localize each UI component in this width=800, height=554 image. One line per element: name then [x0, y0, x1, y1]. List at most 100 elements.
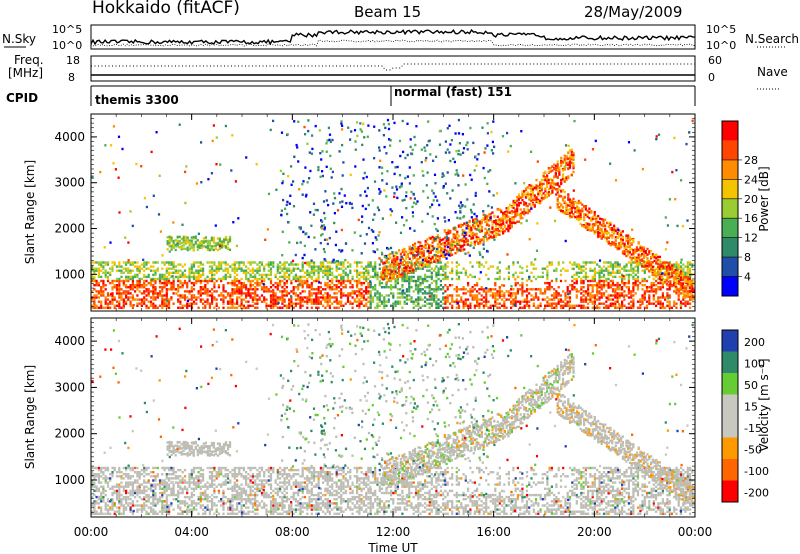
echo-cell [376, 271, 379, 274]
echo-cell [620, 240, 623, 243]
echo-cell [406, 270, 409, 273]
echo-cell [555, 279, 558, 283]
echo-cell [684, 271, 687, 274]
echo-cell [430, 273, 433, 277]
echo-cell [579, 211, 582, 214]
echo-cell [593, 273, 596, 277]
echo-cell [349, 263, 352, 266]
echo-cell [650, 256, 653, 259]
echo-cell [587, 279, 590, 283]
echo-cell [131, 281, 134, 285]
echo-cell [317, 300, 320, 303]
echo-cell [502, 212, 505, 215]
echo-cell [226, 263, 230, 266]
echo-cell [679, 284, 683, 287]
echo-cell [281, 275, 284, 279]
echo-cell [559, 304, 563, 307]
echo-cell [667, 265, 670, 269]
echo-cell [231, 292, 234, 295]
echo-cell [666, 292, 669, 295]
echo-cell [512, 216, 515, 219]
echo-cell [444, 298, 447, 301]
echo-cell [413, 249, 417, 252]
echo-cell [509, 211, 512, 214]
echo-cell [269, 261, 273, 264]
echo-cell [199, 279, 202, 283]
echo-cell [530, 199, 533, 203]
echo-cell [120, 294, 123, 297]
echo-cell [575, 294, 578, 297]
echo-cell [528, 193, 531, 196]
echo-cell [463, 233, 466, 237]
echo-cell [168, 288, 171, 291]
echo-cell [489, 290, 492, 293]
echo-cell [412, 270, 415, 273]
echo-cell [276, 306, 279, 309]
echo-cell [468, 234, 471, 237]
echo-cell [274, 294, 277, 297]
echo-cell [340, 277, 343, 281]
echo-cell [672, 268, 676, 271]
echo-cell [539, 186, 542, 190]
echo-cell [689, 263, 692, 266]
echo-cell [136, 288, 139, 291]
echo-cell [623, 284, 626, 287]
echo-cell [240, 267, 243, 270]
echo-cell [342, 271, 345, 274]
echo-cell [134, 273, 137, 277]
echo-cell [628, 245, 631, 248]
echo-cell [510, 218, 513, 221]
echo-cell [134, 298, 137, 301]
echo-cell [276, 296, 279, 299]
echo-cell [362, 296, 365, 299]
echo-cell [202, 237, 205, 240]
echo-cell [324, 296, 327, 299]
echo-cell [657, 267, 660, 270]
echo-cell [308, 263, 311, 266]
echo-cell [454, 233, 457, 237]
echo-cell [523, 190, 526, 193]
echo-cell [104, 269, 107, 272]
echo-cell [265, 298, 268, 301]
echo-cell [632, 239, 635, 242]
echo-cell [595, 221, 598, 224]
echo-cell [630, 290, 633, 293]
echo-cell [188, 275, 191, 279]
echo-cell [634, 251, 637, 254]
echo-cell [489, 218, 492, 222]
echo-cell [493, 228, 496, 231]
station-title: Hokkaido (fitACF) [92, 0, 240, 18]
echo-cell [371, 267, 375, 270]
echo-cell [544, 170, 547, 173]
echo-cell [335, 292, 338, 295]
echo-cell [516, 290, 519, 293]
echo-cell [470, 228, 473, 232]
echo-cell [582, 269, 585, 272]
echo-cell [632, 269, 635, 272]
echo-cell [186, 306, 189, 309]
echo-cell [679, 271, 683, 274]
echo-cell [231, 269, 234, 272]
echo-cell [342, 275, 345, 279]
echo-cell [310, 271, 313, 274]
echo-cell [558, 173, 561, 176]
echo-cell [507, 215, 510, 218]
echo-cell [161, 298, 164, 301]
echo-cell [358, 294, 361, 297]
echo-cell [496, 232, 499, 236]
echo-cell [652, 288, 655, 291]
echo-cell [356, 290, 359, 293]
echo-cell [625, 234, 628, 237]
echo-cell [584, 263, 587, 266]
echo-cell [208, 277, 211, 281]
echo-cell [473, 298, 476, 301]
echo-cell [340, 284, 343, 287]
echo-cell [213, 263, 216, 266]
echo-cell [163, 304, 166, 307]
echo-cell [550, 298, 553, 301]
echo-cell [213, 284, 216, 287]
echo-cell [563, 180, 566, 183]
echo-cell [469, 288, 472, 291]
echo-cell [217, 267, 220, 270]
echo-cell [641, 302, 644, 305]
